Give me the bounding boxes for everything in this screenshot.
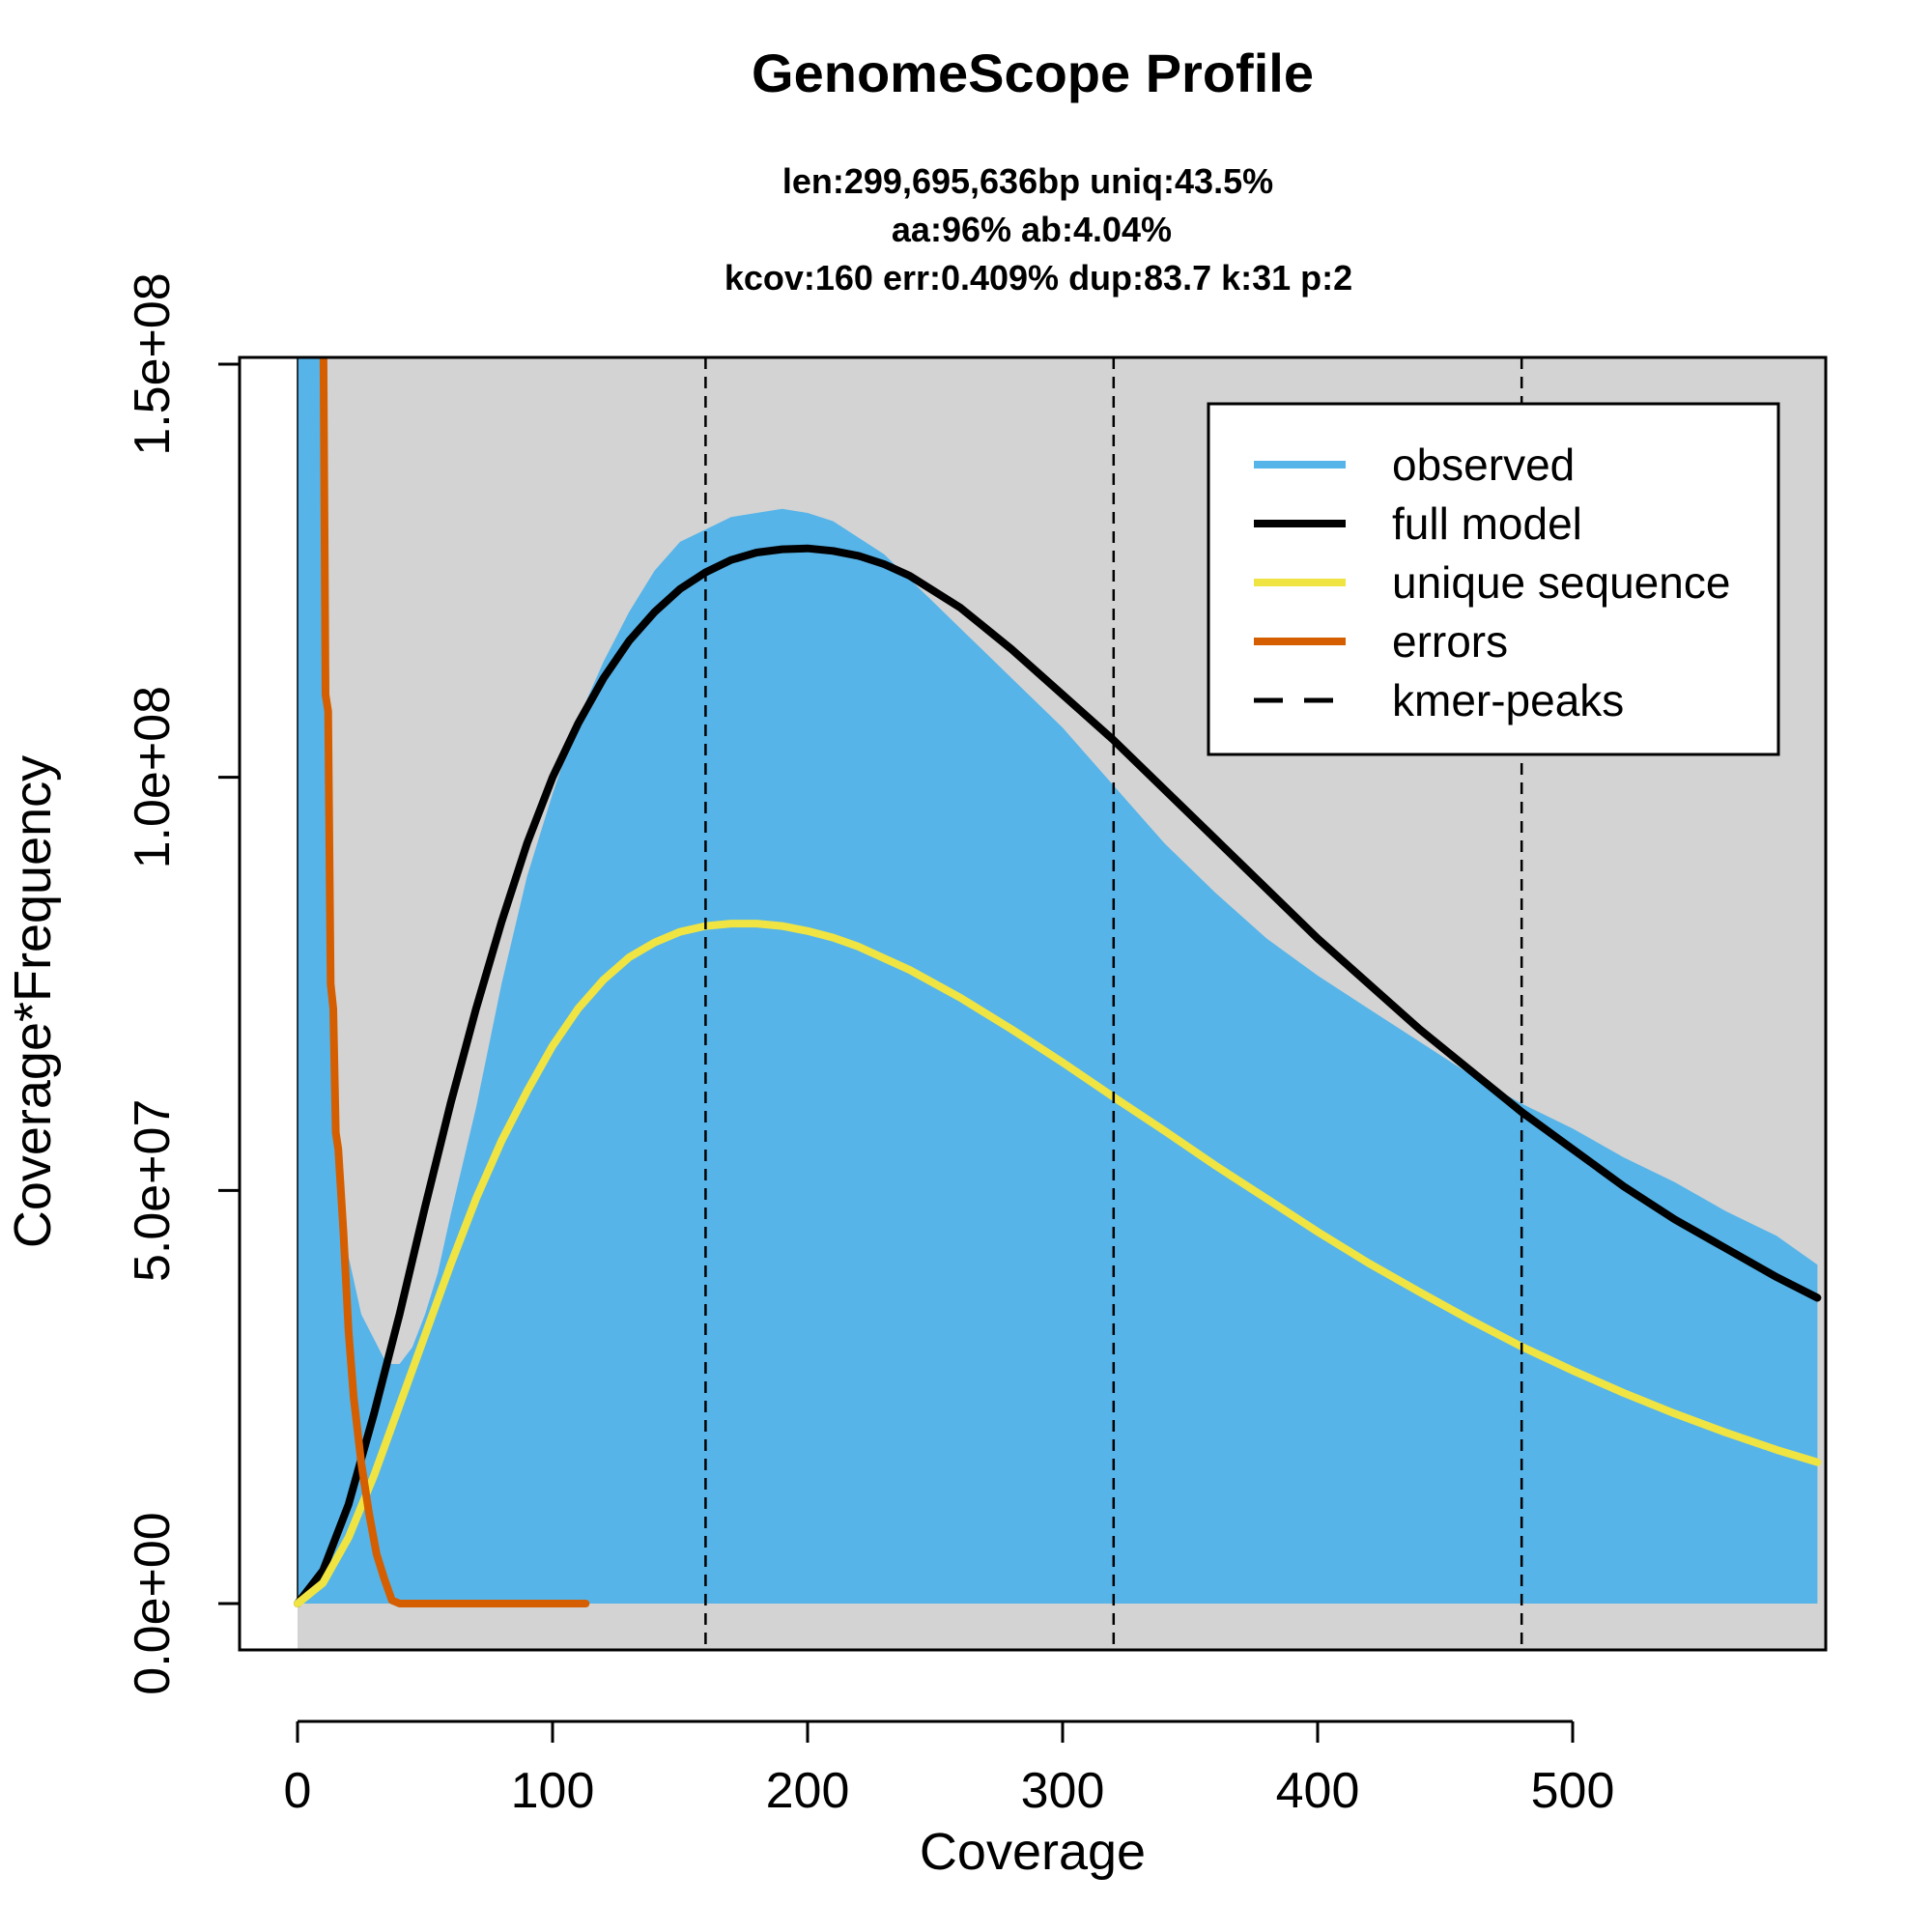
x-axis-title: Coverage <box>920 1823 1146 1881</box>
chart-subtitle-line-3: kcov:160 err:0.409% dup:83.7 k:31 p:2 <box>724 258 1352 298</box>
x-tick-label: 500 <box>1531 1763 1615 1819</box>
series-observed-area <box>298 357 1818 1604</box>
legend-label-errors: errors <box>1392 616 1508 667</box>
y-tick-label: 5.0e+07 <box>125 1099 181 1282</box>
x-axis: 0 100 200 300 400 500 <box>284 1719 1615 1819</box>
legend-label-observed: observed <box>1392 440 1575 490</box>
series-unique_sequence-line <box>294 920 1822 1607</box>
chart-title: GenomeScope Profile <box>752 43 1314 103</box>
chart-subtitle-line-1: len:299,695,636bp uniq:43.5% <box>782 161 1273 201</box>
chart-subtitle-line-2: aa:96% ab:4.04% <box>892 210 1172 249</box>
legend: observed full model unique sequence errors k… <box>1207 402 1780 756</box>
legend-label-unique_sequence: unique sequence <box>1392 557 1730 608</box>
series-full_model-line <box>294 544 1822 1607</box>
x-tick-label: 400 <box>1276 1763 1360 1819</box>
y-tick-label: 1.5e+08 <box>125 272 181 455</box>
series-errors-line <box>319 357 590 1607</box>
x-tick-label: 300 <box>1021 1763 1105 1819</box>
y-tick-label: 1.0e+08 <box>125 686 181 868</box>
legend-label-kmer_peaks: kmer-peaks <box>1392 675 1624 725</box>
x-tick-label: 0 <box>284 1763 312 1819</box>
legend-label-full_model: full model <box>1392 498 1582 549</box>
y-axis-title: Coverage*Frequency <box>4 755 62 1248</box>
x-tick-label: 200 <box>766 1763 850 1819</box>
y-axis: 0.0e+00 5.0e+07 1.0e+08 1.5e+08 <box>125 272 242 1695</box>
x-tick-label: 100 <box>511 1763 595 1819</box>
y-tick-label: 0.0e+00 <box>125 1512 181 1694</box>
